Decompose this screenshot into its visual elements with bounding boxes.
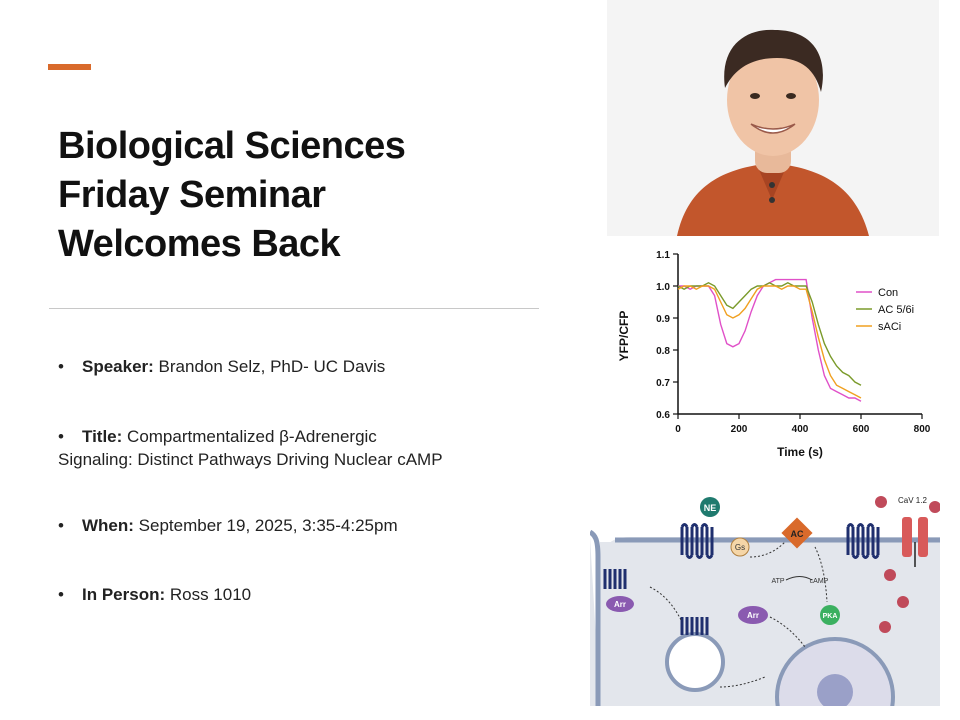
arrestin-2: [738, 606, 768, 624]
shirt-button: [769, 182, 775, 188]
nucleus: [775, 637, 895, 706]
calcium-ion: [929, 501, 940, 513]
bullet: •: [58, 357, 64, 376]
y-tick-label: 0.6: [656, 410, 670, 421]
shirt-button: [769, 197, 775, 203]
talk-title-value-line-2: Signaling: Distinct Pathways Driving Nuc…: [58, 450, 443, 469]
title-line-2: Friday Seminar: [58, 174, 326, 216]
bullet: •: [58, 585, 64, 604]
title-line-1: Biological Sciences: [58, 125, 406, 167]
when-value: September 19, 2025, 3:35-4:25pm: [133, 516, 398, 535]
membrane-side: [590, 529, 601, 706]
chart-svg: 0.6 0.7 0.8 0.9 1.0 1.1 0 200 400 600 800 Con AC 5/…: [617, 250, 931, 459]
fret-chart: 0.6 0.7 0.8 0.9 1.0 1.1 0 200 400 600 800 Con AC 5/…: [600, 236, 940, 468]
talk-title-value: Compartmentalized β-Adrenergic: [122, 427, 377, 446]
y-tick-label: 1.0: [656, 282, 670, 293]
x-tick-label: 600: [853, 424, 870, 435]
detail-title: • Title: Compartmentalized β-Adrenergic S…: [58, 425, 578, 471]
title-line-3: Welcomes Back: [58, 223, 341, 265]
series-line-1: [678, 278, 862, 402]
detail-where: • In Person: Ross 1010: [58, 583, 578, 606]
bullet: •: [58, 516, 64, 535]
detail-when: • When: September 19, 2025, 3:35-4:25pm: [58, 514, 578, 537]
x-tick-label: 800: [914, 424, 931, 435]
speaker-value: Brandon Selz, PhD- UC Davis: [153, 357, 386, 376]
talk-title-label: Title:: [82, 427, 123, 446]
calcium-ion: [879, 621, 891, 633]
ac-label: AC: [791, 529, 804, 539]
when-label: When:: [82, 516, 134, 535]
legend-entry: sACi: [878, 321, 901, 333]
page-title: Biological Sciences Friday Seminar Welco…: [58, 122, 538, 269]
eye: [786, 93, 796, 99]
cav-label: CaV 1.2: [898, 496, 927, 505]
y-tick-label: 0.8: [656, 346, 670, 357]
y-tick-label: 0.9: [656, 314, 670, 325]
legend-entry: AC 5/6i: [878, 304, 914, 316]
series-line-2: [677, 282, 862, 386]
smile: [750, 123, 796, 134]
calcium-ion: [897, 596, 909, 608]
gs-protein: [730, 537, 750, 557]
x-tick-label: 200: [731, 424, 748, 435]
x-axis-label: Time (s): [777, 445, 823, 459]
where-value: Ross 1010: [165, 585, 252, 604]
where-label: In Person:: [82, 585, 166, 604]
receptor-2: [846, 523, 880, 559]
face: [727, 44, 819, 156]
divider: [49, 308, 539, 309]
ne-ligand: [700, 497, 720, 517]
receptor-1: [680, 523, 714, 559]
atp-camp-arrow: [785, 576, 813, 581]
ne-label: NE: [704, 503, 717, 513]
speaker-photo: [607, 0, 939, 236]
pka: [820, 605, 840, 625]
series-line-3: [677, 285, 862, 399]
y-tick-label: 0.7: [656, 378, 670, 389]
accent-bar: [48, 64, 91, 70]
gs-label: Gs: [735, 543, 745, 552]
legend-entry: Con: [878, 287, 898, 299]
speaker-portrait: [607, 0, 939, 236]
arrestin-label-1: Arr: [614, 600, 626, 609]
atp-label: ATP: [771, 578, 784, 585]
nucleolus: [817, 674, 853, 706]
arrestin-label-2: Arr: [747, 611, 759, 620]
hair: [724, 29, 823, 92]
cav-channel: [902, 517, 912, 557]
detail-speaker: • Speaker: Brandon Selz, PhD- UC Davis: [58, 355, 578, 378]
camp-to-pka-arrow: [814, 546, 828, 603]
pathway-svg: NE Gs AC ATP cAMP PKA CaV 1.2 Arr: [590, 487, 940, 706]
cav-channel: [918, 517, 928, 557]
arrestin-1: [606, 596, 634, 612]
y-tick-label: 1.1: [656, 250, 670, 261]
camp-label: cAMP: [810, 578, 829, 585]
speaker-label: Speaker:: [82, 357, 154, 376]
y-axis-label: YFP/CFP: [617, 311, 631, 362]
eye: [750, 93, 760, 99]
x-tick-label: 400: [792, 424, 809, 435]
x-tick-label: 0: [675, 424, 681, 435]
pka-label: PKA: [823, 613, 838, 620]
endosome-to-nucleus-arrow: [719, 676, 766, 688]
signaling-pathway-diagram: NE Gs AC ATP cAMP PKA CaV 1.2 Arr: [590, 487, 940, 706]
receptor-3: [603, 569, 627, 589]
calcium-ion: [884, 569, 896, 581]
receptor-4: [680, 617, 709, 635]
endosome: [665, 632, 725, 692]
calcium-ion: [875, 496, 887, 508]
bullet: •: [58, 427, 64, 446]
